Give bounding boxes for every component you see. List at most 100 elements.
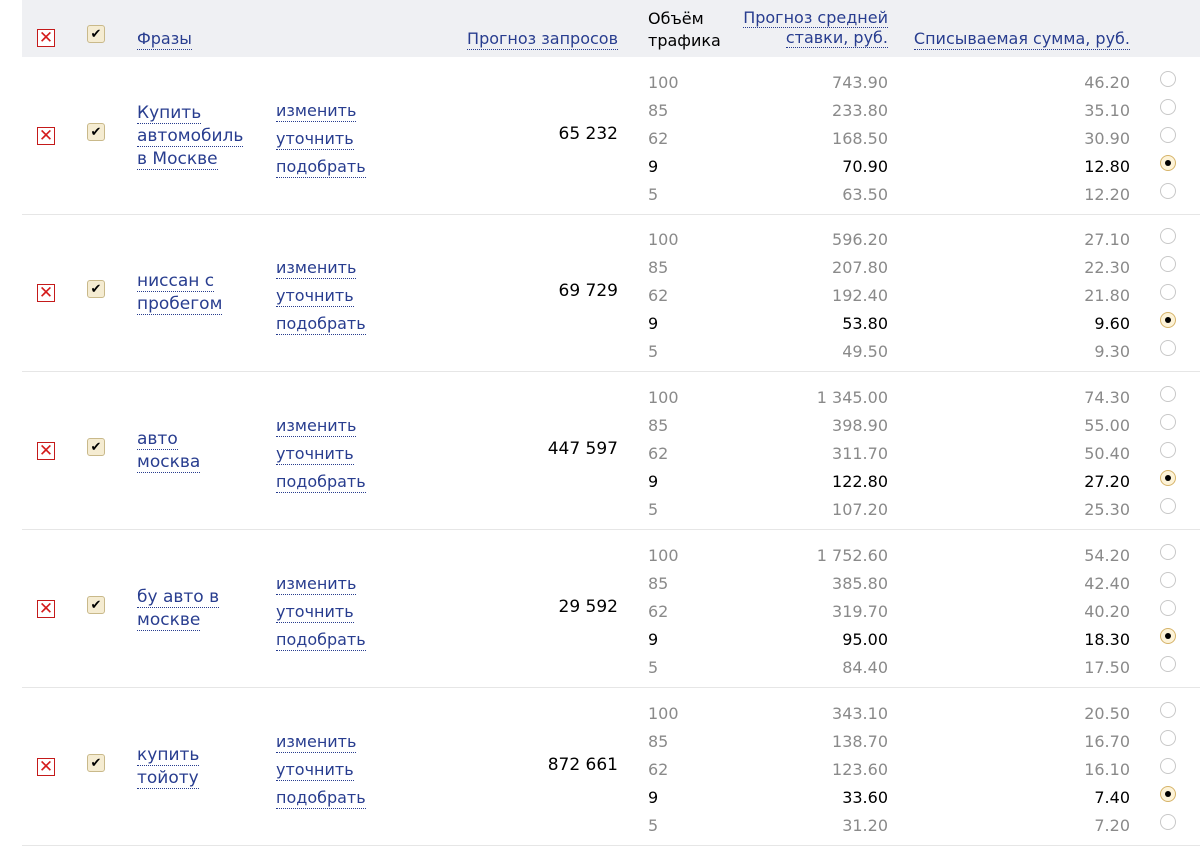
charge-value: 16.10	[1084, 760, 1130, 779]
pick-link[interactable]: подобрать	[276, 630, 366, 651]
option-radio[interactable]	[1160, 758, 1176, 774]
phrase-checkbox[interactable]: ✔	[87, 754, 105, 772]
option-radio[interactable]	[1160, 127, 1176, 143]
phrase-checkbox[interactable]: ✔	[87, 438, 105, 456]
forecast-value: 447 597	[547, 439, 618, 459]
remove-phrase-icon[interactable]: ✕	[37, 125, 55, 146]
column-bid[interactable]: Прогноз средней ставки, руб.	[743, 8, 888, 48]
pick-link[interactable]: подобрать	[276, 788, 366, 809]
phrase-line[interactable]: москва	[137, 452, 201, 473]
traffic-value: 62	[648, 129, 669, 148]
traffic-value: 62	[648, 602, 669, 621]
option-radio[interactable]	[1160, 183, 1176, 199]
traffic-value: 85	[648, 258, 669, 277]
option-radio[interactable]	[1160, 600, 1176, 616]
column-phrases[interactable]: Фразы	[137, 29, 192, 50]
phrase-line[interactable]: москве	[137, 610, 201, 631]
edit-link[interactable]: изменить	[276, 258, 357, 279]
option-radio[interactable]	[1160, 730, 1176, 746]
traffic-value: 100	[648, 73, 679, 92]
edit-link[interactable]: изменить	[276, 101, 357, 122]
phrase-checkbox[interactable]: ✔	[87, 280, 105, 298]
charge-value: 25.30	[1084, 500, 1130, 519]
phrase-line[interactable]: купить	[137, 745, 200, 766]
option-radio[interactable]	[1160, 414, 1176, 430]
option-radio[interactable]	[1160, 544, 1176, 560]
bid-value: 31.20	[842, 816, 888, 835]
table-row	[22, 214, 1200, 372]
option-radio[interactable]	[1160, 702, 1176, 718]
column-bid-line1[interactable]: Прогноз средней	[743, 8, 888, 28]
pick-link[interactable]: подобрать	[276, 157, 366, 178]
traffic-value: 5	[648, 658, 659, 677]
phrase-link[interactable]: Купить автомобиль в Москве	[137, 101, 244, 170]
edit-link[interactable]: изменить	[276, 416, 357, 437]
phrase-line[interactable]: авто	[137, 429, 178, 450]
option-radio[interactable]	[1160, 628, 1176, 644]
option-radio[interactable]	[1160, 99, 1176, 115]
bid-value: 107.20	[832, 500, 888, 519]
phrase-checkbox[interactable]: ✔	[87, 123, 105, 141]
phrase-line[interactable]: ниссан с	[137, 271, 215, 292]
option-radio[interactable]	[1160, 284, 1176, 300]
phrase-link[interactable]: ниссан с пробегом	[137, 269, 223, 315]
remove-all-icon[interactable]: ✕	[37, 27, 55, 48]
phrase-link[interactable]: бу авто в москве	[137, 585, 220, 631]
column-forecast[interactable]: Прогноз запросов	[467, 29, 618, 50]
refine-link[interactable]: уточнить	[276, 286, 354, 307]
option-radio[interactable]	[1160, 442, 1176, 458]
bid-value: 84.40	[842, 658, 888, 677]
refine-link[interactable]: уточнить	[276, 444, 354, 465]
option-radio[interactable]	[1160, 470, 1176, 486]
refine-link[interactable]: уточнить	[276, 129, 354, 150]
option-radio[interactable]	[1160, 256, 1176, 272]
bid-value: 385.80	[832, 574, 888, 593]
column-traffic-line2: трафика	[648, 31, 721, 50]
option-radio[interactable]	[1160, 155, 1176, 171]
refine-link[interactable]: уточнить	[276, 760, 354, 781]
traffic-value: 62	[648, 286, 669, 305]
pick-link[interactable]: подобрать	[276, 314, 366, 335]
option-radio[interactable]	[1160, 228, 1176, 244]
phrase-line[interactable]: автомобиль	[137, 125, 244, 147]
charge-value: 9.60	[1094, 314, 1130, 333]
traffic-value: 9	[648, 472, 659, 491]
select-all-checkbox[interactable]: ✔	[87, 25, 105, 43]
phrase-line[interactable]: бу авто в	[137, 587, 220, 608]
charge-value: 12.80	[1084, 157, 1130, 176]
edit-link[interactable]: изменить	[276, 732, 357, 753]
edit-link[interactable]: изменить	[276, 574, 357, 595]
phrase-line[interactable]: Купить	[137, 102, 202, 124]
option-radio[interactable]	[1160, 71, 1176, 87]
phrase-checkbox[interactable]: ✔	[87, 596, 105, 614]
option-radio[interactable]	[1160, 572, 1176, 588]
phrase-link[interactable]: авто москва	[137, 427, 201, 473]
table-row	[22, 530, 1200, 688]
option-radio[interactable]	[1160, 340, 1176, 356]
remove-phrase-icon[interactable]: ✕	[37, 440, 55, 461]
phrase-line[interactable]: тойоту	[137, 768, 199, 789]
charge-value: 9.30	[1094, 342, 1130, 361]
column-traffic: Объём трафика	[648, 8, 721, 52]
refine-link[interactable]: уточнить	[276, 602, 354, 623]
remove-phrase-icon[interactable]: ✕	[37, 598, 55, 619]
forecast-value: 29 592	[558, 597, 618, 617]
option-radio[interactable]	[1160, 786, 1176, 802]
traffic-value: 85	[648, 732, 669, 751]
remove-phrase-icon[interactable]: ✕	[37, 756, 55, 777]
remove-phrase-icon[interactable]: ✕	[37, 282, 55, 303]
column-charge[interactable]: Списываемая сумма, руб.	[913, 29, 1130, 50]
phrase-line[interactable]: в Москве	[137, 148, 218, 170]
charge-value: 12.20	[1084, 185, 1130, 204]
column-bid-line2[interactable]: ставки, руб.	[785, 28, 888, 48]
pick-link[interactable]: подобрать	[276, 472, 366, 493]
option-radio[interactable]	[1160, 498, 1176, 514]
phrase-link[interactable]: купить тойоту	[137, 743, 200, 789]
bid-value: 343.10	[832, 704, 888, 723]
option-radio[interactable]	[1160, 656, 1176, 672]
phrase-line[interactable]: пробегом	[137, 294, 223, 315]
option-radio[interactable]	[1160, 312, 1176, 328]
bid-value: 743.90	[832, 73, 888, 92]
option-radio[interactable]	[1160, 814, 1176, 830]
option-radio[interactable]	[1160, 386, 1176, 402]
